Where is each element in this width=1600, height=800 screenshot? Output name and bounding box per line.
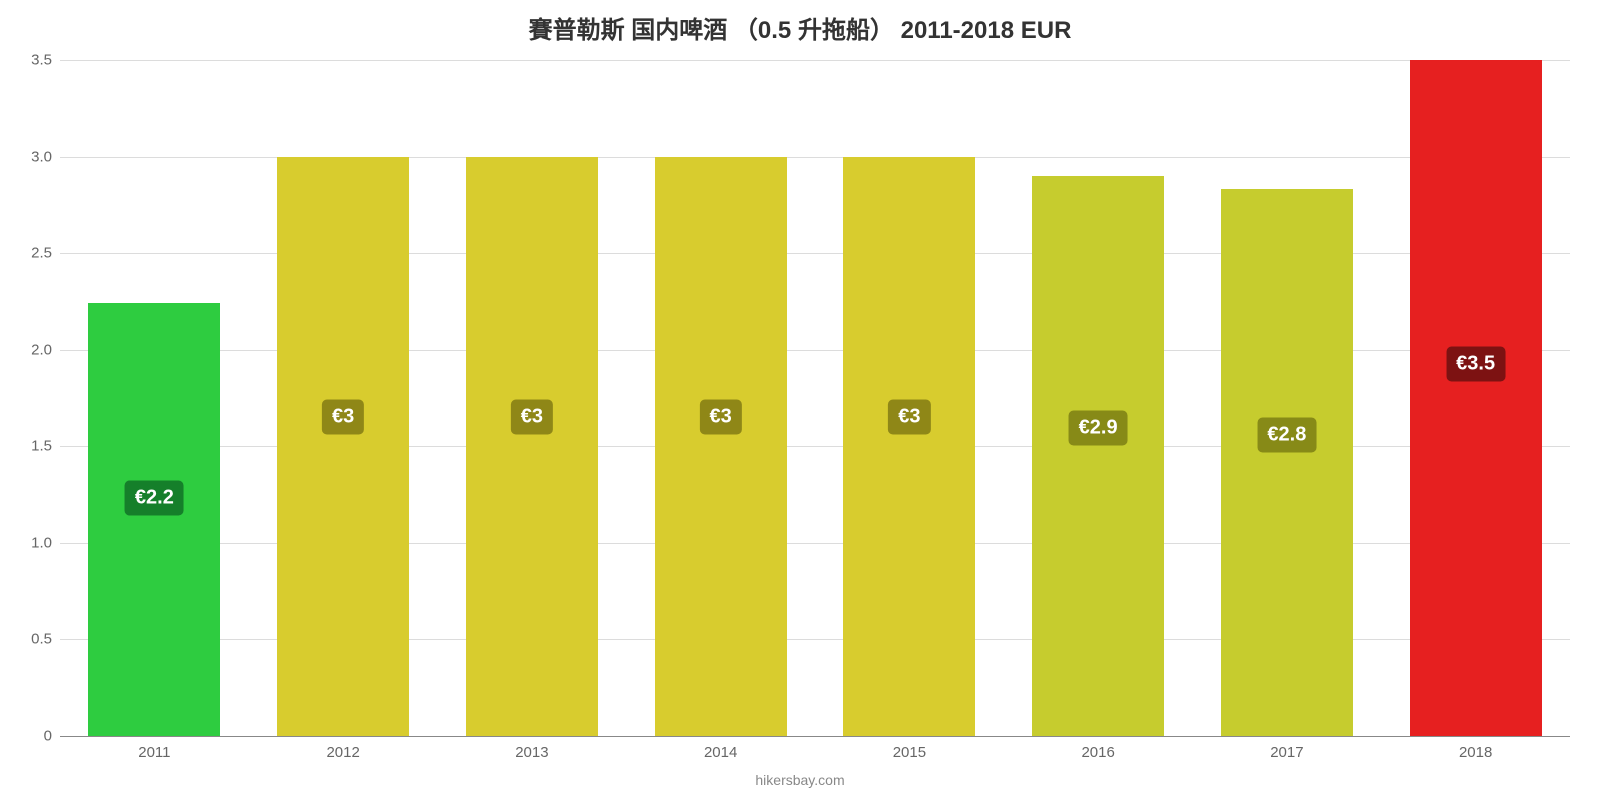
bar-chart: 賽普勒斯 国内啤酒 （0.5 升拖船） 2011-2018 EUR 00.51.… [0,0,1600,800]
x-tick-label: 2013 [515,736,548,761]
bar [1032,176,1164,736]
plot-area: 00.51.01.52.02.53.03.5€2.22011€32012€320… [60,60,1570,736]
bar-value-badge: €3 [888,400,930,435]
bar [88,303,220,736]
y-tick-label: 3.5 [31,52,60,69]
bar-value-badge: €2.2 [125,481,184,516]
y-tick-label: 1.5 [31,438,60,455]
y-tick-label: 0 [44,728,60,745]
x-tick-label: 2017 [1270,736,1303,761]
bar [1221,189,1353,736]
bar [655,157,787,736]
y-tick-label: 2.0 [31,341,60,358]
bar-value-badge: €3 [322,400,364,435]
bar [466,157,598,736]
bar-value-badge: €3.5 [1446,347,1505,382]
chart-title: 賽普勒斯 国内啤酒 （0.5 升拖船） 2011-2018 EUR [0,0,1600,45]
bar [1410,60,1542,736]
bar-value-badge: €3 [511,400,553,435]
x-tick-label: 2018 [1459,736,1492,761]
bar [843,157,975,736]
bar-value-badge: €3 [700,400,742,435]
x-tick-label: 2011 [138,736,170,761]
credit-text: hikersbay.com [755,772,844,788]
y-tick-label: 1.0 [31,534,60,551]
x-tick-label: 2015 [893,736,926,761]
bar-value-badge: €2.9 [1069,410,1128,445]
x-tick-label: 2016 [1081,736,1114,761]
y-tick-label: 2.5 [31,245,60,262]
y-tick-label: 3.0 [31,148,60,165]
grid-line [60,60,1570,61]
y-tick-label: 0.5 [31,631,60,648]
x-tick-label: 2012 [326,736,359,761]
bar [277,157,409,736]
bar-value-badge: €2.8 [1257,418,1316,453]
x-axis-line [60,736,1570,737]
x-tick-label: 2014 [704,736,737,761]
